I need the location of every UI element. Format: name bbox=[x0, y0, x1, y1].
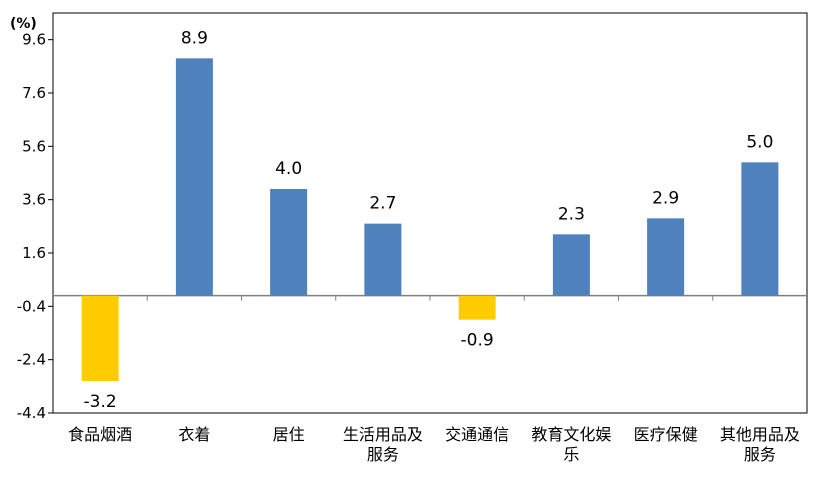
category-label: 服务 bbox=[367, 445, 399, 464]
category-label: 教育文化娱 bbox=[531, 425, 611, 444]
data-label: 5.0 bbox=[746, 132, 773, 152]
bar[interactable] bbox=[741, 162, 779, 296]
y-tick-label: -2.4 bbox=[17, 351, 46, 369]
data-label: -3.2 bbox=[84, 392, 117, 412]
bar[interactable] bbox=[81, 295, 119, 381]
data-label: 2.3 bbox=[558, 204, 585, 224]
category-label: 食品烟酒 bbox=[68, 425, 132, 444]
y-tick-label: -0.4 bbox=[17, 297, 46, 315]
bar[interactable] bbox=[458, 295, 496, 320]
category-label: 其他用品及 bbox=[720, 425, 800, 444]
y-tick-label: 3.6 bbox=[22, 191, 46, 209]
y-axis-unit: (%) bbox=[10, 16, 37, 32]
data-label: 2.7 bbox=[369, 194, 396, 214]
y-tick-label: -4.4 bbox=[17, 404, 46, 422]
y-tick-label: 1.6 bbox=[22, 244, 46, 262]
category-label: 乐 bbox=[563, 445, 579, 464]
data-label: 4.0 bbox=[275, 159, 302, 179]
y-tick-label: 5.6 bbox=[22, 137, 46, 155]
data-label: -0.9 bbox=[461, 331, 494, 351]
bar[interactable] bbox=[647, 218, 685, 296]
category-label: 医疗保健 bbox=[634, 425, 698, 444]
category-label: 服务 bbox=[744, 445, 776, 464]
category-label: 衣着 bbox=[178, 425, 210, 444]
bar[interactable] bbox=[270, 189, 308, 296]
plot-frame bbox=[52, 12, 808, 414]
category-label: 交通通信 bbox=[445, 425, 509, 444]
data-label: 8.9 bbox=[181, 28, 208, 48]
bar[interactable] bbox=[364, 223, 402, 296]
bar[interactable] bbox=[552, 234, 590, 296]
y-tick-label: 9.6 bbox=[22, 31, 46, 49]
category-label: 居住 bbox=[273, 425, 305, 444]
bar[interactable] bbox=[175, 58, 213, 296]
category-label: 生活用品及 bbox=[343, 425, 423, 444]
y-tick-label: 7.6 bbox=[22, 84, 46, 102]
data-label: 2.9 bbox=[652, 188, 679, 208]
